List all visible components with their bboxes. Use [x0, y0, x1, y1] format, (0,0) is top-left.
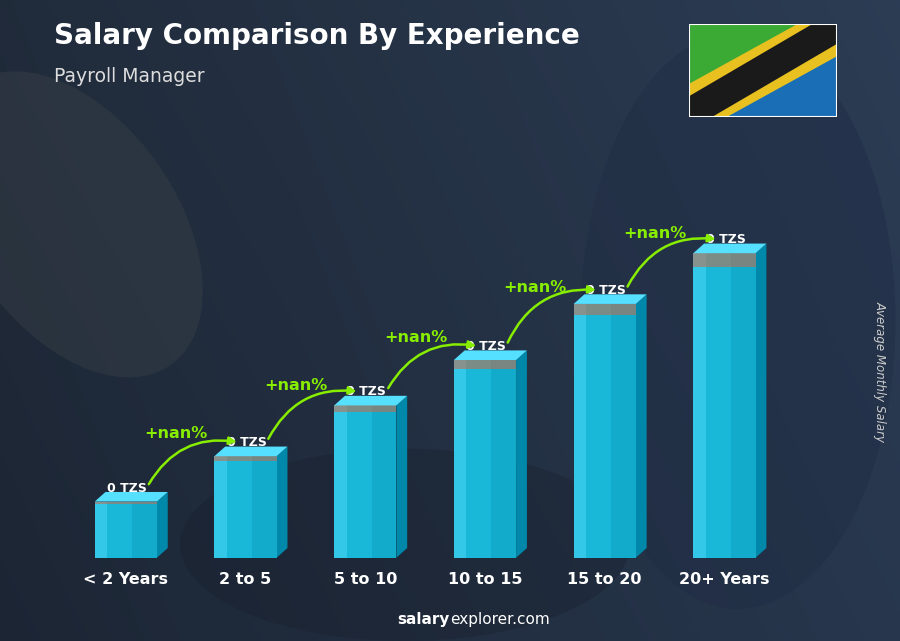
Bar	[334, 406, 346, 558]
Text: +nan%: +nan%	[624, 226, 687, 241]
Text: Payroll Manager: Payroll Manager	[54, 67, 204, 87]
Bar	[693, 253, 756, 558]
Text: +nan%: +nan%	[145, 426, 208, 442]
Polygon shape	[454, 351, 526, 360]
Polygon shape	[688, 24, 837, 117]
Bar	[132, 501, 157, 558]
Text: 0 TZS: 0 TZS	[227, 437, 266, 449]
Polygon shape	[516, 351, 526, 558]
Text: 0 TZS: 0 TZS	[107, 481, 147, 495]
Bar	[731, 253, 756, 558]
Bar	[454, 360, 466, 558]
Polygon shape	[214, 447, 287, 456]
Bar	[334, 406, 396, 412]
Polygon shape	[94, 492, 167, 501]
Text: 0 TZS: 0 TZS	[346, 385, 386, 399]
Polygon shape	[396, 395, 407, 558]
Text: Average Monthly Salary: Average Monthly Salary	[874, 301, 886, 442]
Bar	[214, 456, 227, 558]
Ellipse shape	[580, 32, 896, 609]
Polygon shape	[573, 294, 646, 304]
Polygon shape	[636, 294, 646, 558]
Bar	[693, 253, 706, 558]
Bar	[252, 456, 276, 558]
Bar	[94, 501, 107, 558]
Polygon shape	[688, 24, 837, 117]
Ellipse shape	[0, 71, 202, 378]
Polygon shape	[688, 24, 837, 117]
Bar	[94, 501, 157, 558]
Polygon shape	[693, 244, 767, 253]
Polygon shape	[157, 492, 167, 558]
Polygon shape	[688, 24, 837, 117]
Text: Salary Comparison By Experience: Salary Comparison By Experience	[54, 22, 580, 51]
Bar	[334, 406, 396, 558]
Text: +nan%: +nan%	[384, 330, 447, 345]
Ellipse shape	[180, 449, 630, 641]
Text: 0 TZS: 0 TZS	[706, 233, 745, 246]
Bar	[214, 456, 276, 461]
Text: 0 TZS: 0 TZS	[586, 284, 625, 297]
Polygon shape	[334, 395, 407, 406]
Text: +nan%: +nan%	[504, 279, 567, 295]
Text: 0 TZS: 0 TZS	[466, 340, 506, 353]
Bar	[573, 304, 636, 558]
Bar	[214, 456, 276, 558]
Bar	[573, 304, 636, 315]
Polygon shape	[276, 447, 287, 558]
Bar	[94, 501, 157, 504]
Text: +nan%: +nan%	[265, 378, 328, 394]
Bar	[372, 406, 396, 558]
Bar	[454, 360, 516, 558]
Text: explorer.com: explorer.com	[450, 612, 550, 627]
Text: salary: salary	[398, 612, 450, 627]
Bar	[611, 304, 636, 558]
Bar	[573, 304, 586, 558]
Polygon shape	[756, 244, 767, 558]
Bar	[693, 253, 756, 267]
Bar	[491, 360, 516, 558]
Bar	[454, 360, 516, 369]
